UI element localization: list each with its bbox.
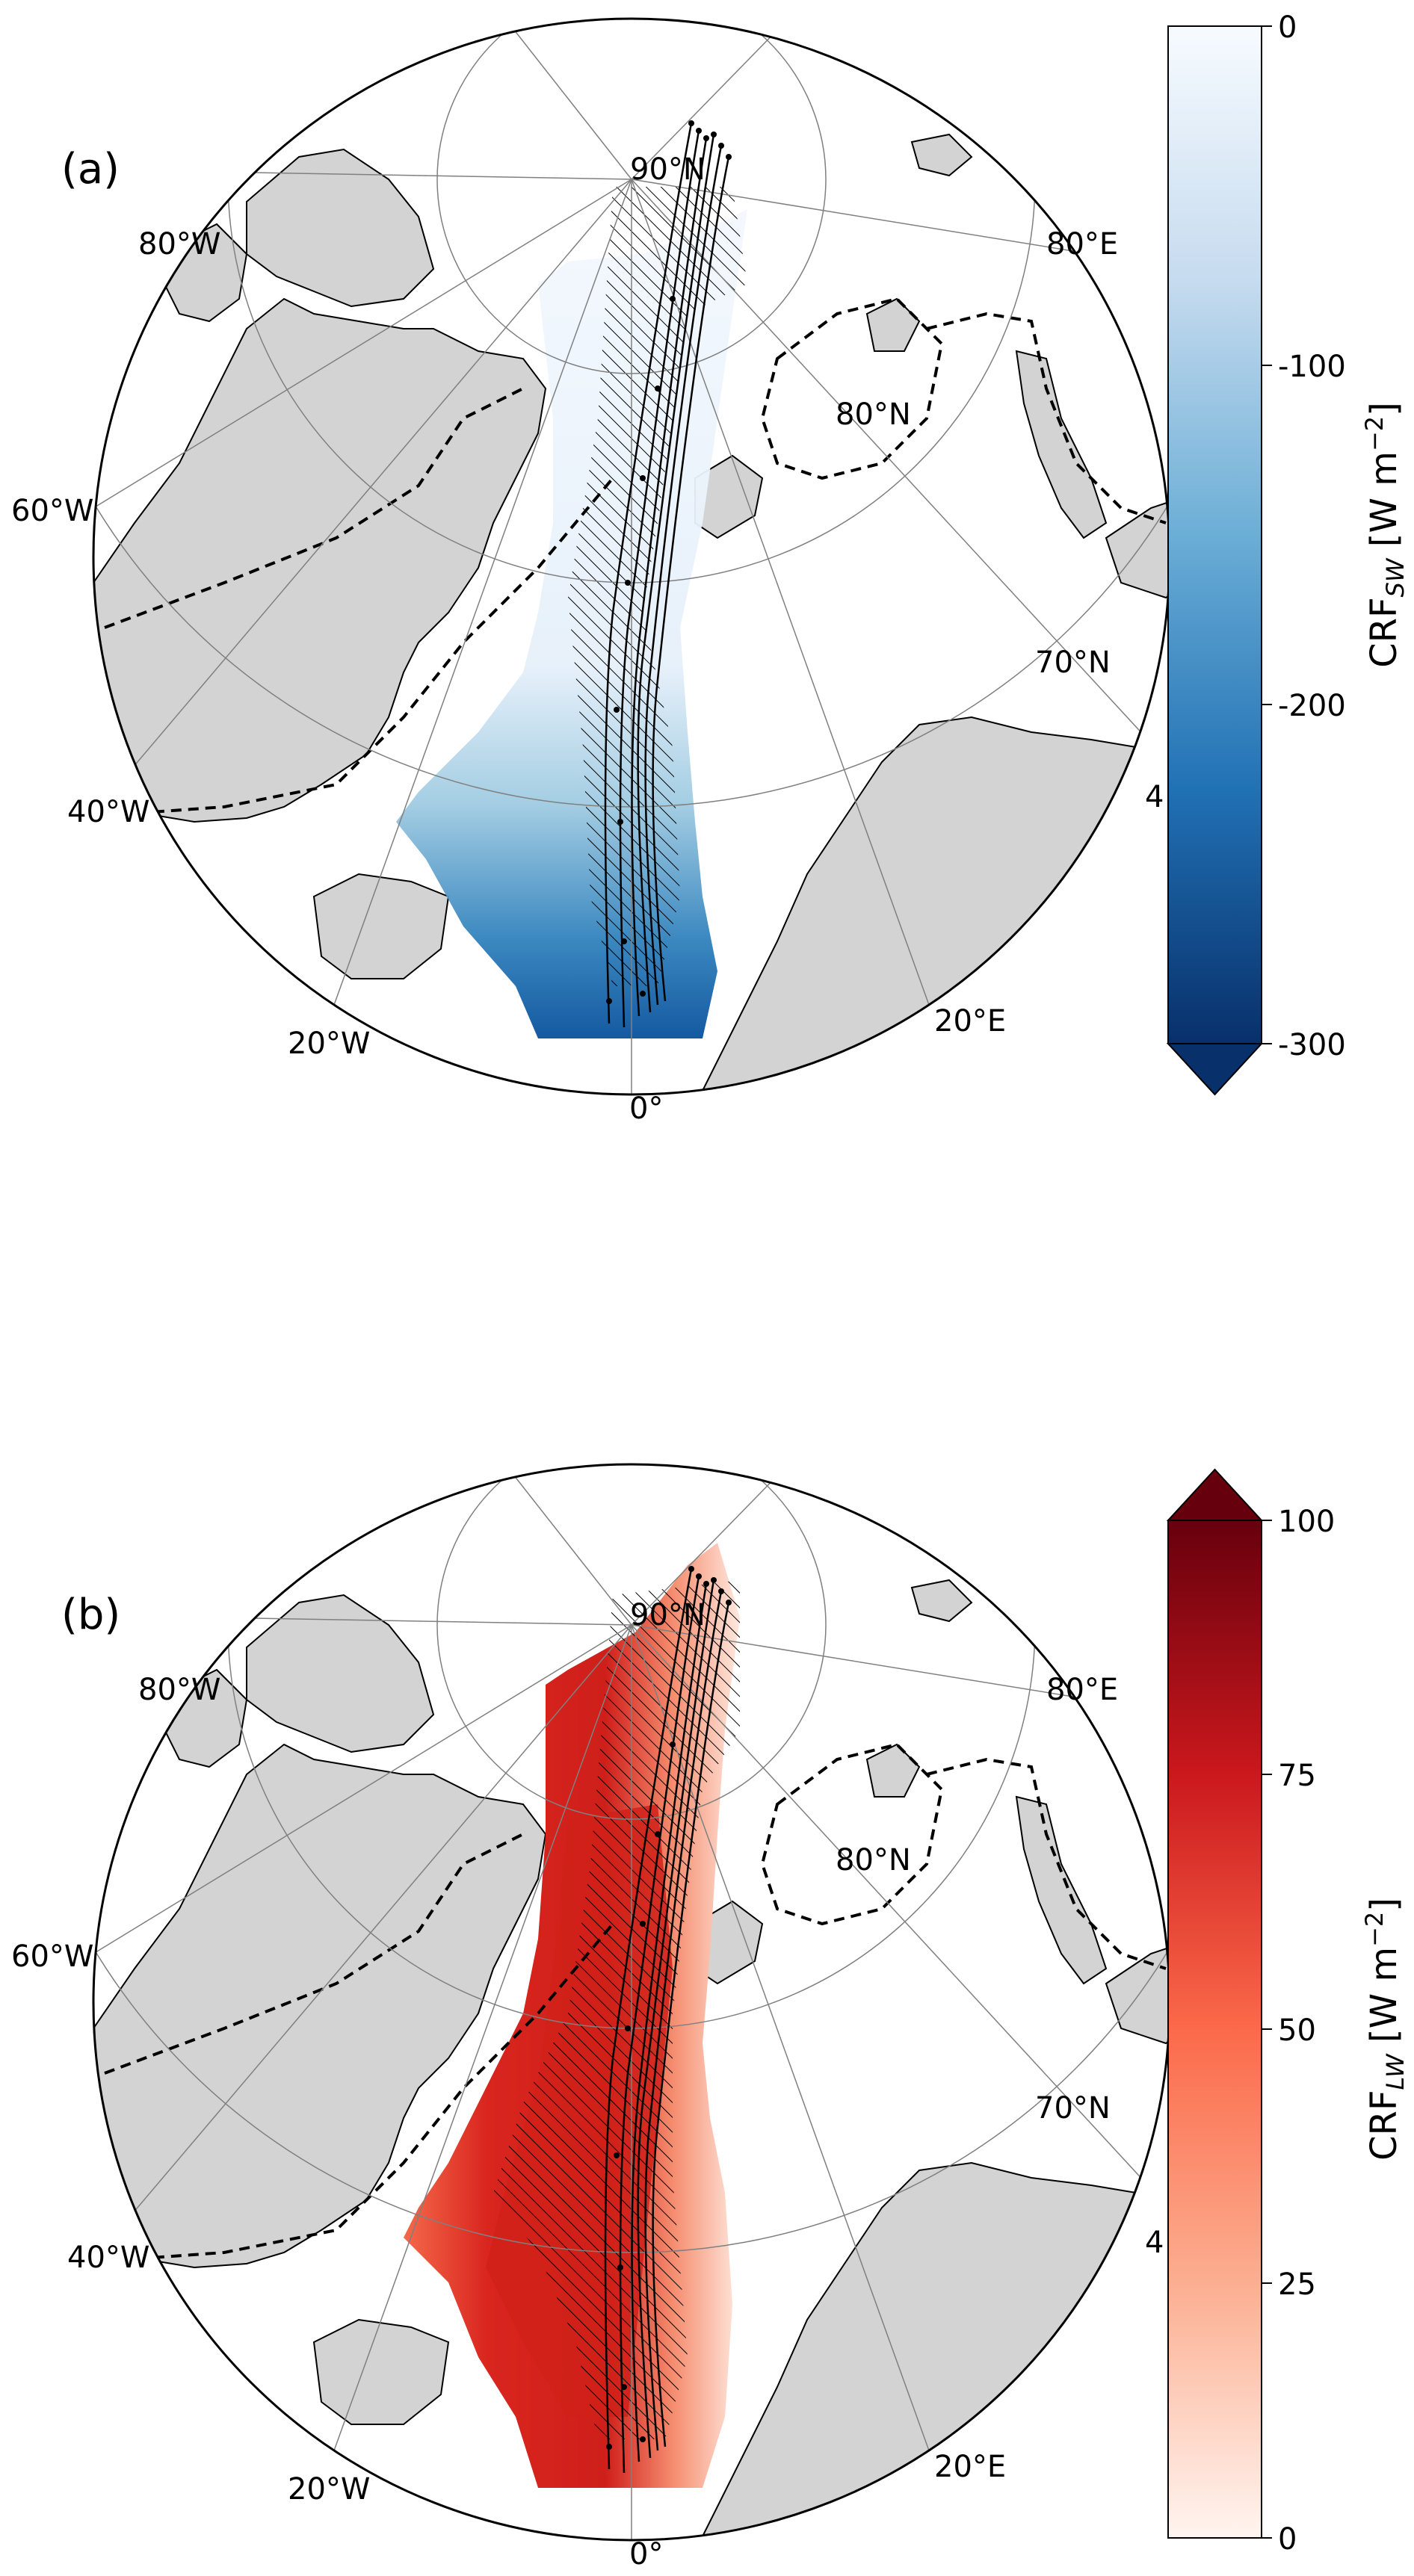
- colorbar-b-body: [1167, 1520, 1262, 2539]
- label-20e: 20°E: [934, 1004, 1006, 1038]
- trajectory-lines: [604, 123, 730, 1028]
- ice-edge-contour-1-b: [104, 1833, 524, 2075]
- trajectory-points: [606, 120, 732, 1004]
- siberia-corner: [1105, 492, 1170, 599]
- label-90n-b: 90°N: [630, 1598, 706, 1632]
- colorbar-a-title: CRFSW [W m−2]: [1360, 402, 1410, 668]
- colorbar-a-tick-3: -300: [1278, 1028, 1346, 1062]
- label-20e-b: 20°E: [934, 2450, 1006, 2484]
- colorbar-a: 0 -100 -200 -300 CRFSW [W m−2]: [1166, 10, 1410, 1096]
- panel-b-map-labels: 90°N 80°N 70°N 80°W 60°W 40°W 20°W 0° 20…: [11, 1598, 1164, 2572]
- trajectory-points-b: [606, 1566, 732, 2450]
- ice-edge-contour-4: [926, 312, 1167, 524]
- small-island-ne-b: [910, 1579, 973, 1623]
- label-70n-b: 70°N: [1035, 2091, 1111, 2125]
- colorbar-b-tick-3: 25: [1278, 2267, 1316, 2302]
- colorbar-a-tick-1: -100: [1278, 350, 1346, 384]
- label-80n-b: 80°N: [836, 1843, 911, 1877]
- label-40e-clipped: 4: [1145, 780, 1164, 814]
- colorbar-b-tick-1: 75: [1278, 1759, 1316, 1793]
- iceland: [312, 873, 450, 979]
- label-80n: 80°N: [836, 397, 911, 432]
- panel-a-map-labels: 90°N 80°N 70°N 80°W 60°W 40°W 20°W 0° 20…: [11, 152, 1164, 1126]
- siberia-corner-b: [1105, 1937, 1170, 2045]
- label-80e: 80°E: [1046, 227, 1118, 261]
- label-80w-b: 80°W: [138, 1673, 220, 1707]
- label-60w: 60°W: [11, 494, 93, 528]
- trajectory-lines-b: [604, 1568, 730, 2474]
- ice-edge-contour-2-b: [119, 1922, 614, 2261]
- label-80w: 80°W: [138, 227, 220, 261]
- label-70n: 70°N: [1035, 645, 1111, 680]
- label-20w-b: 20°W: [288, 2472, 370, 2507]
- canadian-archipelago: [246, 148, 435, 308]
- ice-edge-contour-1: [104, 387, 524, 629]
- franz-josef-land: [865, 297, 921, 352]
- greenland-landmass-b: [93, 1743, 547, 2269]
- franz-josef-land-b: [865, 1743, 921, 1798]
- colorbar-a-body: [1167, 25, 1262, 1044]
- panel-a-label: (a): [61, 145, 120, 193]
- novaya-zemlya: [1015, 350, 1108, 539]
- colorbar-b-tick-4: 0: [1278, 2522, 1297, 2557]
- label-90n: 90°N: [630, 152, 706, 187]
- canadian-archipelago-b: [246, 1594, 435, 1753]
- colorbar-a-tick-0: 0: [1278, 10, 1297, 45]
- small-island-ne: [910, 133, 973, 177]
- colorbar-a-tick-2: -200: [1278, 689, 1346, 723]
- colorbar-b-title: CRFLW [W m−2]: [1360, 1898, 1410, 2161]
- panel-a: (a): [11, 10, 1410, 1126]
- ice-edge-contour-3-b: [760, 1742, 944, 1926]
- ice-edge-contour-2: [119, 477, 614, 816]
- label-20w: 20°W: [288, 1027, 370, 1061]
- colorbar-b-tick-2: 50: [1278, 2013, 1316, 2048]
- label-40w: 40°W: [67, 795, 149, 829]
- label-40e-clipped-b: 4: [1145, 2226, 1164, 2260]
- ice-edge-contour-4-b: [926, 1757, 1167, 1970]
- significance-hatching-b: [493, 1580, 740, 2439]
- panel-b: (b): [11, 1463, 1410, 2572]
- significance-hatching: [568, 187, 747, 986]
- label-40w-b: 40°W: [67, 2241, 149, 2275]
- label-0-b: 0°: [629, 2537, 663, 2572]
- colorbar-b: 100 75 50 25 0 CRFLW [W m−2]: [1166, 1468, 1410, 2557]
- colorbar-b-tick-0: 100: [1278, 1505, 1335, 1539]
- label-80e-b: 80°E: [1046, 1673, 1118, 1707]
- label-0: 0°: [629, 1092, 663, 1126]
- greenland-landmass: [93, 297, 547, 823]
- colorbar-a-extend-triangle: [1166, 1043, 1264, 1096]
- novaya-zemlya-b: [1015, 1795, 1108, 1985]
- label-60w-b: 60°W: [11, 1939, 93, 1974]
- iceland-b: [312, 2318, 450, 2425]
- ice-edge-contour-3: [760, 297, 944, 480]
- colorbar-b-extend-triangle: [1166, 1468, 1264, 1521]
- panel-b-label: (b): [61, 1591, 120, 1639]
